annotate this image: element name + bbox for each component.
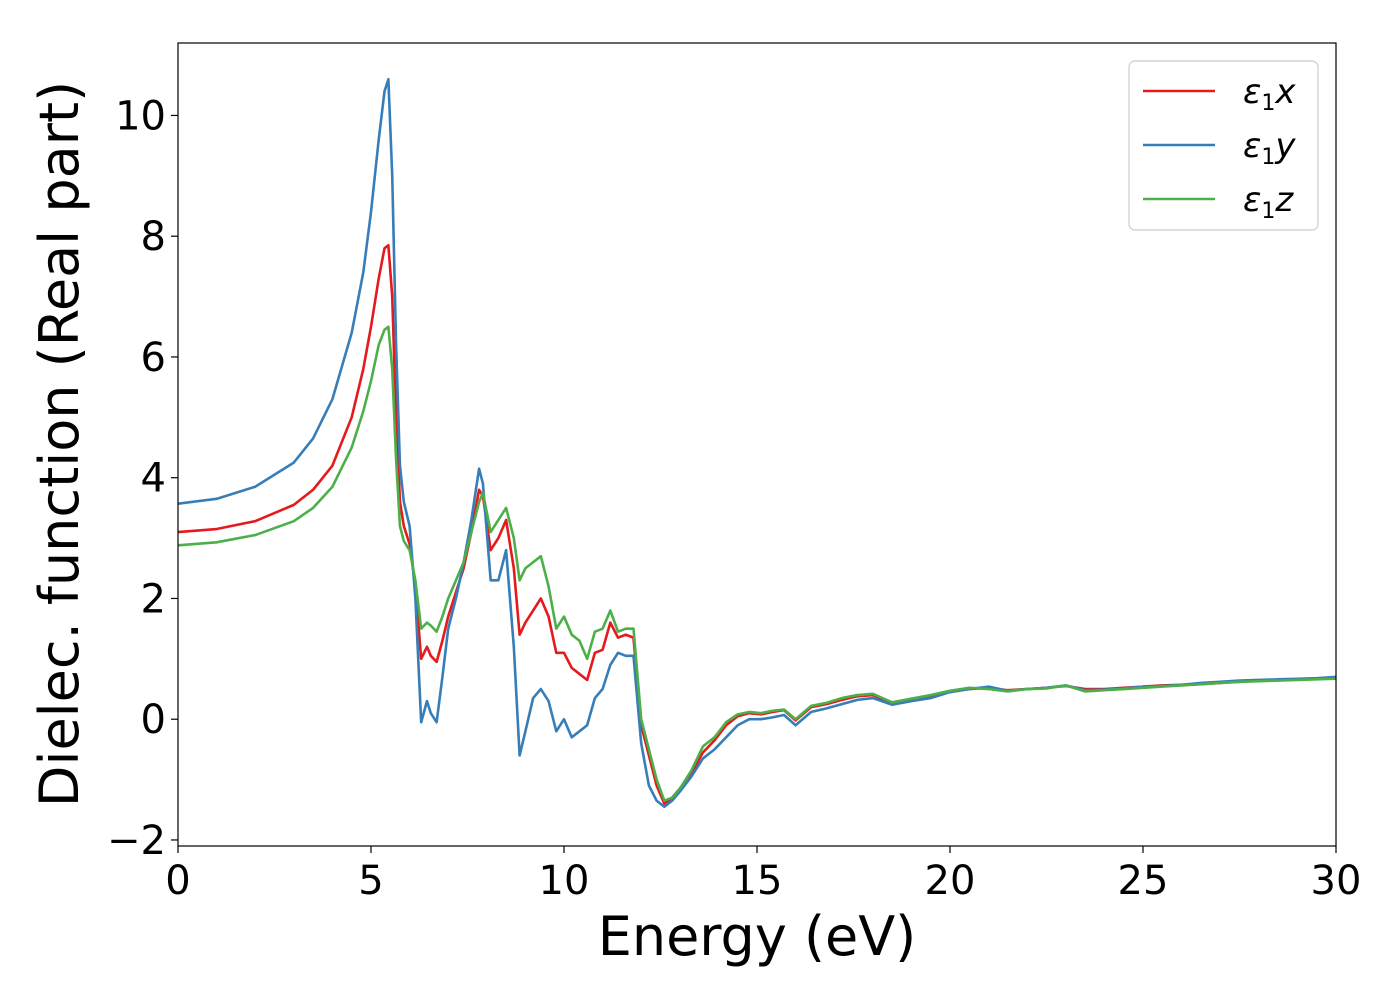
y-axis-ticks: −2 0 2 4 6 8 10 [107,93,178,864]
x-tick-label: 30 [1311,858,1362,904]
y-tick-label: 10 [115,93,166,139]
x-tick-label: 15 [732,858,783,904]
x-tick-label: 10 [539,858,590,904]
x-tick-label: 0 [165,858,190,904]
x-axis-title: Energy (eV) [598,905,917,968]
x-axis-ticks: 0 5 10 15 20 25 30 [165,846,1361,904]
y-tick-label: 8 [141,214,166,260]
y-axis-title: Dielec. function (Real part) [28,81,91,807]
legend-box [1128,60,1319,231]
legend: ε1x ε1y ε1z [1128,60,1319,231]
series-layer [178,77,1336,809]
y-tick-label: 0 [141,697,166,743]
y-tick-label: 4 [141,456,166,502]
legend-label-z: ε1z [1243,180,1294,224]
x-tick-label: 5 [358,858,383,904]
legend-label-x: ε1x [1243,72,1296,116]
x-tick-label: 25 [1118,858,1169,904]
x-tick-label: 20 [925,858,976,904]
legend-label-y: ε1y [1243,126,1296,170]
y-tick-label: −2 [107,818,166,864]
y-tick-label: 2 [141,576,166,622]
y-tick-label: 6 [141,335,166,381]
series-line-z [178,325,1336,803]
